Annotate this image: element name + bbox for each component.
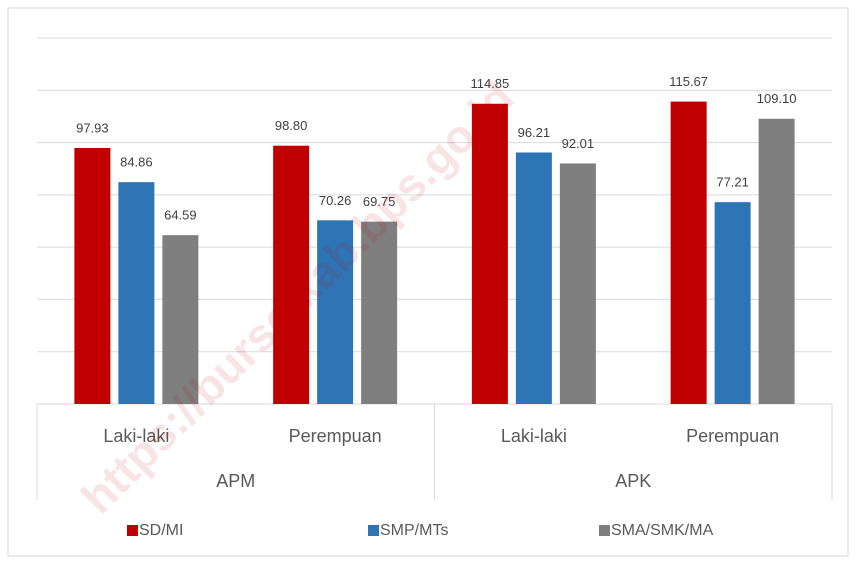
legend-swatch	[127, 525, 138, 536]
value-label: 97.93	[76, 120, 109, 135]
bar	[317, 220, 354, 404]
x-tick-label: Laki-laki	[501, 426, 567, 446]
group-label: APM	[216, 471, 255, 491]
bar	[118, 182, 155, 404]
bar	[74, 147, 111, 404]
bar	[361, 221, 398, 404]
legend-label: SD/MI	[139, 522, 183, 539]
bar	[758, 118, 795, 404]
bar	[559, 163, 596, 404]
value-label: 109.10	[757, 91, 797, 106]
value-label: 96.21	[518, 125, 551, 140]
legend-swatch	[599, 525, 610, 536]
value-label: 84.86	[120, 155, 153, 170]
x-tick-label: Laki-laki	[103, 426, 169, 446]
bar	[471, 103, 508, 405]
value-label: 70.26	[319, 193, 352, 208]
value-label: 77.21	[716, 175, 749, 190]
legend-label: SMA/SMK/MA	[611, 522, 714, 539]
bar	[162, 235, 199, 404]
bar	[714, 202, 751, 404]
x-tick-label: Perempuan	[289, 426, 382, 446]
bar	[515, 152, 552, 404]
value-label: 92.01	[562, 136, 595, 151]
value-label: 98.80	[275, 118, 308, 133]
legend-swatch	[368, 525, 379, 536]
x-tick-label: Perempuan	[686, 426, 779, 446]
chart-frame	[7, 7, 849, 557]
value-label: 114.85	[470, 76, 509, 91]
value-label: 115.67	[669, 74, 708, 89]
value-label: 64.59	[164, 208, 197, 223]
bar	[273, 145, 310, 405]
bar	[670, 101, 707, 405]
legend-label: SMP/MTs	[380, 522, 448, 539]
value-label: 69.75	[363, 194, 396, 209]
group-label: APK	[615, 471, 651, 491]
